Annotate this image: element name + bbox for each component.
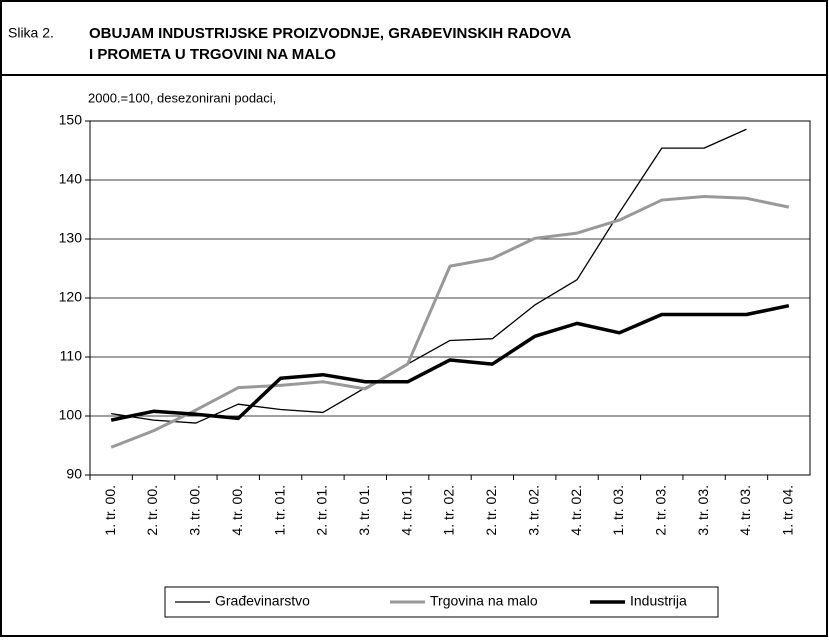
series-line (110, 303, 790, 422)
legend-label: Građevinarstvo (215, 593, 310, 609)
x-tick-label: 2. tr. 01. (314, 485, 330, 536)
x-tick-label: 3. tr. 00. (187, 485, 203, 536)
series-line (111, 128, 747, 424)
x-tick-label: 2. tr. 02. (483, 485, 499, 536)
x-tick-label: 3. tr. 03. (695, 485, 711, 536)
x-tick-label: 1. tr. 00. (102, 485, 118, 536)
x-tick-label: 1. tr. 02. (441, 485, 457, 536)
y-tick-label: 130 (59, 230, 83, 246)
x-tick-label: 4. tr. 02. (568, 485, 584, 536)
series-line (110, 195, 790, 449)
subtitle: 2000.=100, desezonirani podaci, (88, 90, 276, 105)
legend-label: Trgovina na malo (430, 593, 538, 609)
legend-box (164, 586, 719, 618)
y-tick-label: 150 (59, 112, 83, 128)
x-tick-label: 4. tr. 03. (737, 485, 753, 536)
chart-title-line2: I PROMETA U TRGOVINI NA MALO (89, 46, 336, 63)
x-tick-label: 1. tr. 03. (610, 485, 626, 536)
x-tick-label: 3. tr. 01. (356, 485, 372, 536)
y-tick-label: 140 (59, 171, 83, 187)
figure-label: Slika 2. (8, 25, 54, 41)
x-tick-label: 1. tr. 01. (271, 485, 287, 536)
legend-label: Industrija (630, 593, 687, 609)
x-tick-label: 2. tr. 03. (652, 485, 668, 536)
x-tick-label: 4. tr. 00. (229, 485, 245, 536)
x-tick-label: 2. tr. 00. (144, 485, 160, 536)
x-tick-label: 3. tr. 02. (525, 485, 541, 536)
x-tick-label: 4. tr. 01. (398, 485, 414, 536)
y-tick-label: 90 (66, 466, 82, 482)
y-tick-label: 110 (60, 348, 83, 364)
x-tick-label: 1. tr. 04. (780, 485, 796, 536)
y-tick-label: 120 (59, 289, 83, 305)
y-tick-label: 100 (59, 407, 83, 423)
chart-title: OBUJAM INDUSTRIJSKE PROIZVODNJE, GRAĐEVI… (89, 25, 571, 42)
